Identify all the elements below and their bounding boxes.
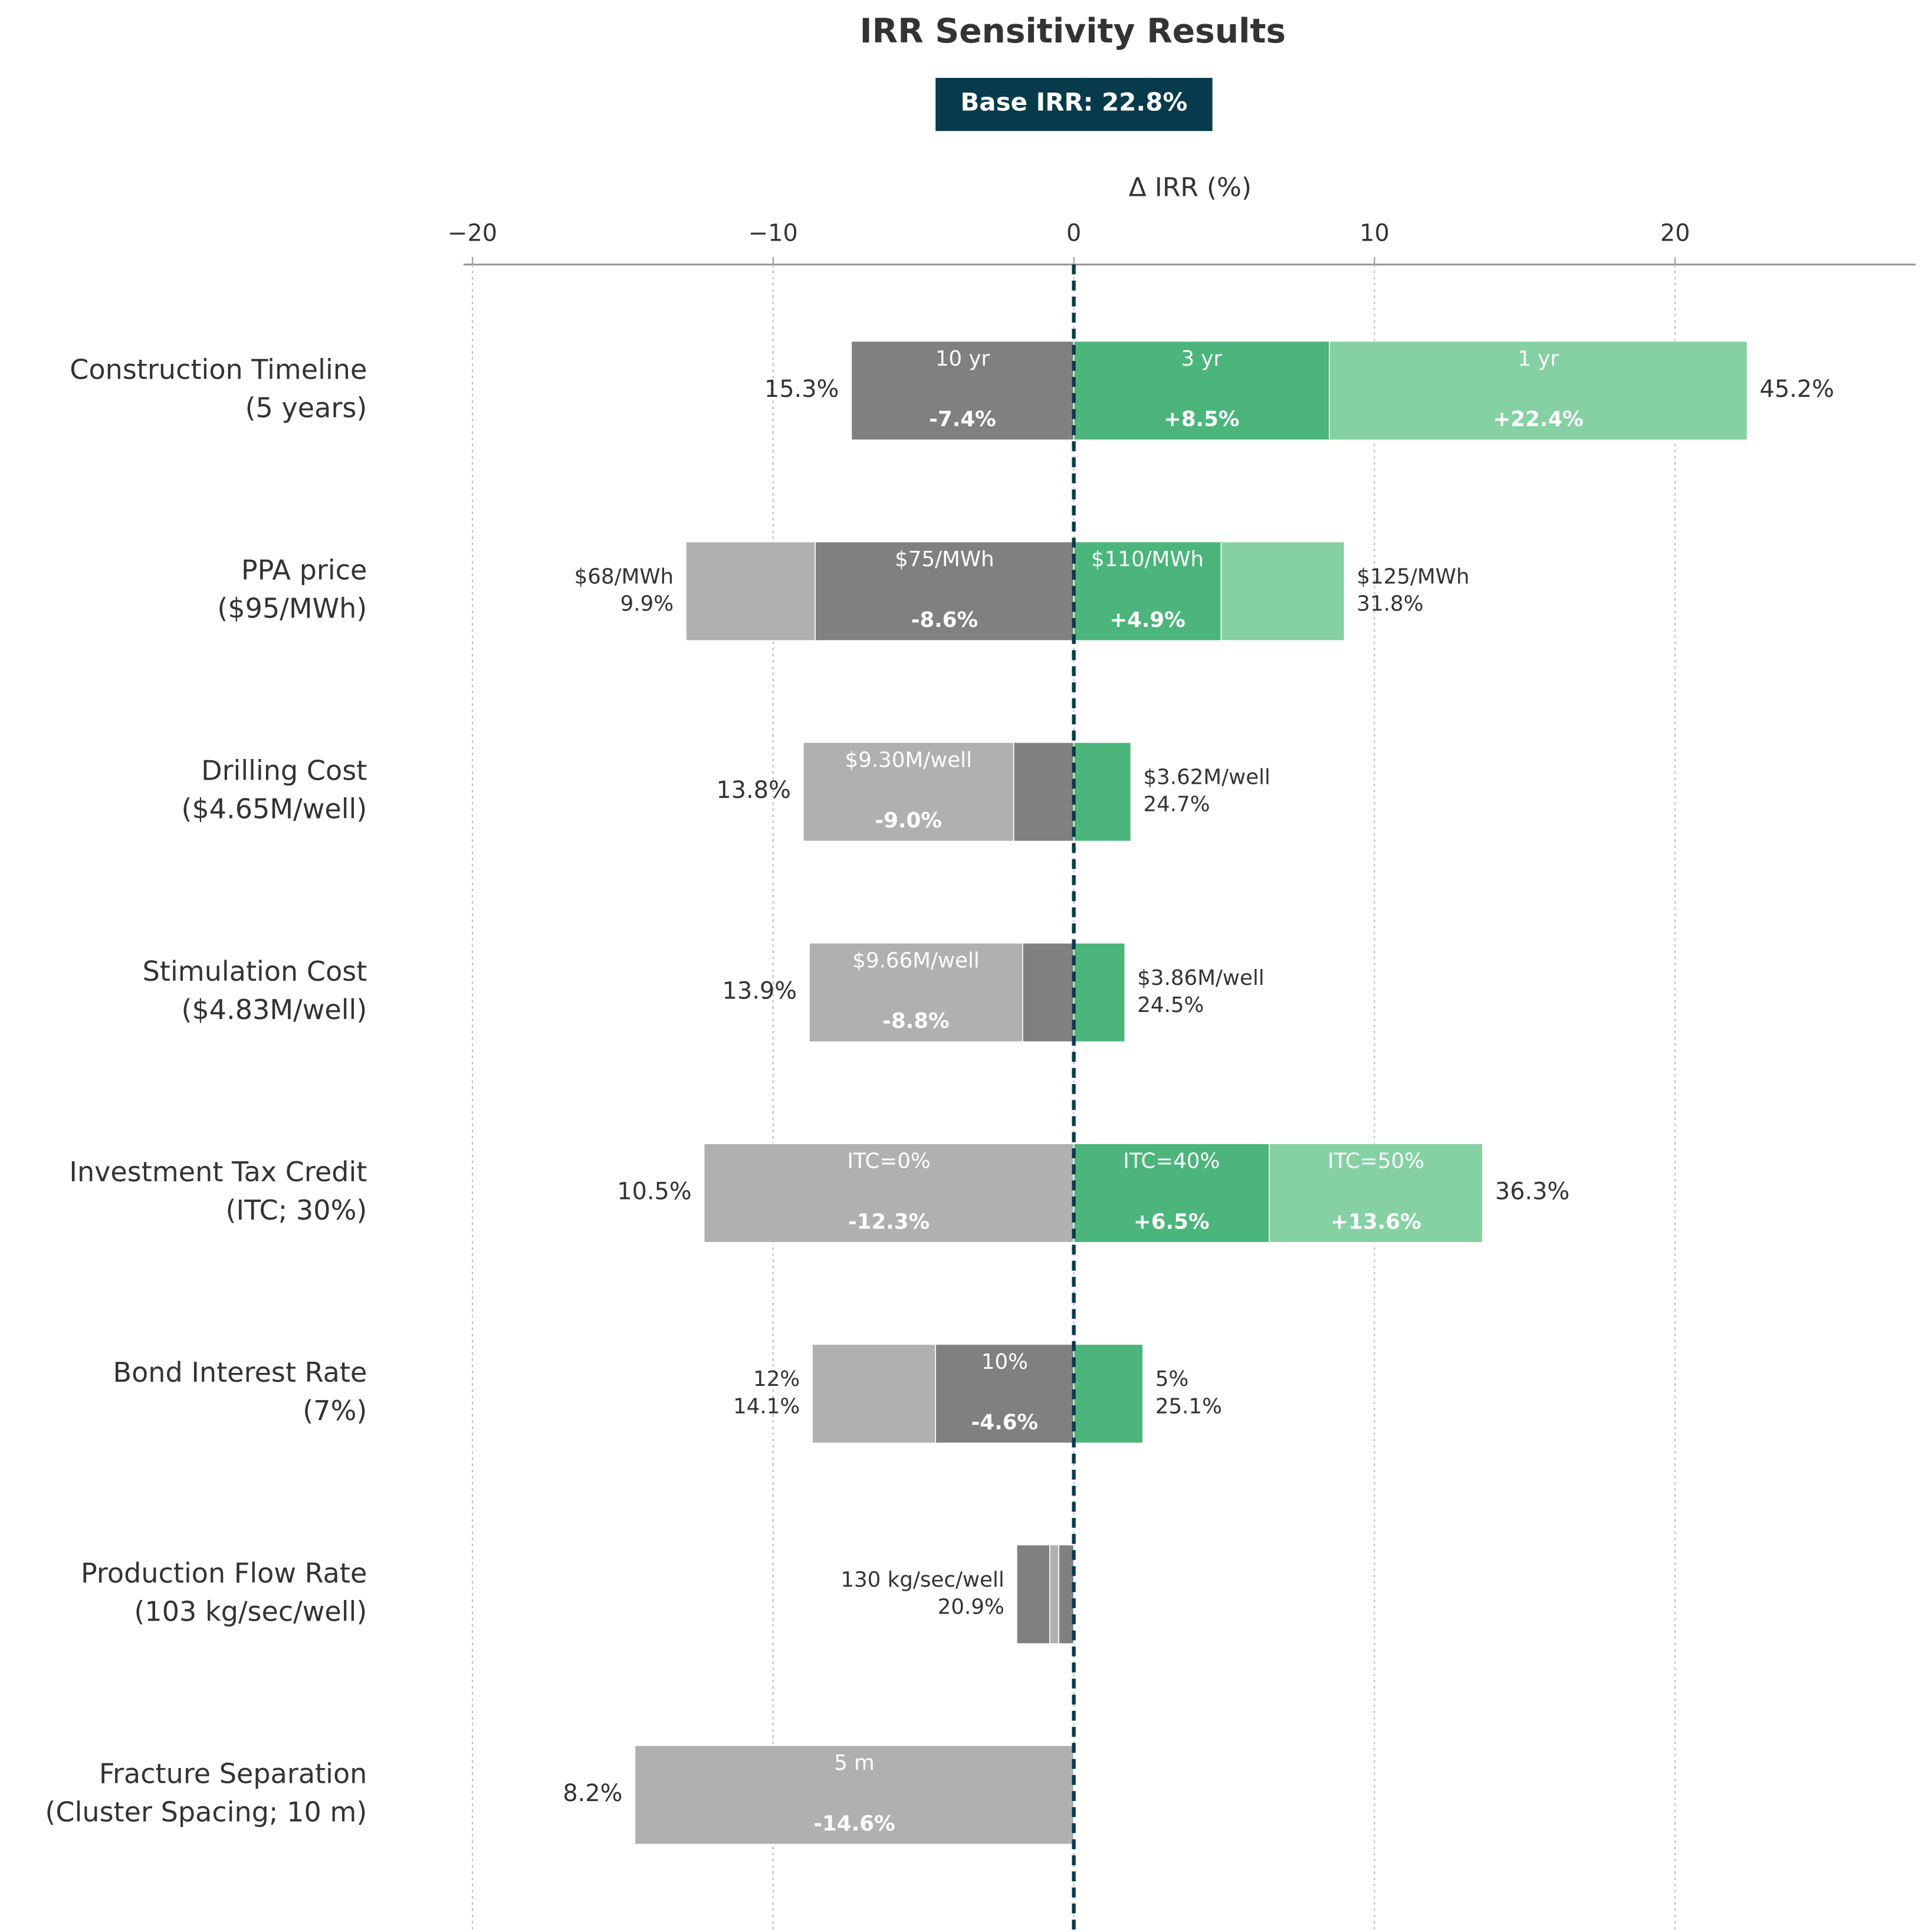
row-label: ($95/MWh) (217, 592, 367, 624)
x-tick-label: 0 (1066, 220, 1081, 247)
segment-value-label: -8.6% (911, 608, 978, 632)
segment-value-label: -14.6% (813, 1812, 895, 1836)
row-label: (Cluster Spacing; 10 m) (45, 1796, 367, 1828)
row-label: (5 years) (245, 392, 367, 423)
row-label: Bond Interest Rate (113, 1356, 367, 1388)
outer-note: 36.3% (1495, 1178, 1569, 1205)
outer-note: $125/MWh (1357, 564, 1469, 589)
chart-title: IRR Sensitivity Results (860, 12, 1286, 51)
row-label: ($4.65M/well) (181, 793, 367, 825)
bar-segment (1073, 340, 1330, 441)
segment-name: $9.30M/well (845, 748, 972, 772)
row-label: Construction Timeline (70, 353, 367, 385)
bar-segment (1022, 942, 1075, 1043)
segment-name: 10 yr (935, 347, 990, 371)
outer-note: 24.5% (1137, 993, 1204, 1017)
x-tick-label: −10 (748, 220, 798, 247)
bar-segment (1073, 942, 1126, 1043)
outer-note: 8.2% (563, 1780, 622, 1807)
segment-name: $110/MWh (1091, 547, 1204, 571)
badge-text: Base IRR: 22.8% (960, 88, 1187, 117)
segment-value-label: -12.3% (848, 1210, 929, 1234)
row-label: PPA price (241, 554, 367, 586)
bar-segment (634, 1744, 1075, 1845)
row-label: (ITC; 30%) (226, 1194, 367, 1226)
segment-name: 10% (981, 1350, 1028, 1374)
outer-note: 45.2% (1760, 376, 1834, 403)
bar-segment (1073, 1143, 1270, 1243)
segment-name: ITC=0% (847, 1149, 930, 1174)
outer-note: 20.9% (938, 1595, 1004, 1619)
x-tick-label: 10 (1359, 220, 1390, 247)
outer-note: $3.62M/well (1143, 765, 1270, 790)
bar-segment (1058, 1544, 1075, 1645)
x-tick-label: −20 (448, 220, 497, 247)
badge (935, 78, 1213, 132)
row-label: Drilling Cost (201, 755, 367, 787)
outer-note: 25.1% (1155, 1394, 1222, 1418)
segment-value-label: +8.5% (1164, 408, 1240, 432)
segment-value-label: +22.4% (1493, 408, 1584, 432)
segment-name: 3 yr (1181, 347, 1222, 371)
row-label: ($4.83M/well) (181, 994, 367, 1026)
row-label: Production Flow Rate (81, 1557, 367, 1589)
outer-note: 14.1% (733, 1394, 800, 1418)
outer-note: $68/MWh (574, 564, 674, 589)
row-label: (103 kg/sec/well) (134, 1595, 367, 1627)
x-axis-title: Δ IRR (%) (1129, 173, 1252, 203)
segment-value-label: +6.5% (1134, 1210, 1210, 1234)
segment-name: $75/MWh (895, 547, 994, 571)
row-label: Investment Tax Credit (69, 1156, 367, 1188)
outer-note: 10.5% (617, 1178, 691, 1205)
outer-note: 9.9% (620, 592, 674, 616)
bar-segment (1073, 1343, 1144, 1444)
bar-segment (703, 1143, 1075, 1243)
segment-name: ITC=50% (1328, 1149, 1424, 1174)
x-tick-label: 20 (1660, 220, 1690, 247)
row-label: Stimulation Cost (143, 955, 367, 987)
bar-segment (1013, 742, 1075, 842)
outer-note: 13.9% (722, 977, 797, 1004)
outer-note: 12% (753, 1367, 800, 1391)
segment-value-label: +13.6% (1331, 1210, 1421, 1234)
segment-value-label: +4.9% (1109, 608, 1185, 632)
segment-value-label: -9.0% (875, 809, 942, 833)
bar-segment (935, 1343, 1075, 1444)
row-label: Fracture Separation (99, 1758, 367, 1790)
outer-note: 130 kg/sec/well (841, 1568, 1004, 1592)
segment-name: 1 yr (1518, 347, 1559, 371)
outer-note: 13.8% (716, 777, 790, 804)
segment-name: 5 m (834, 1751, 875, 1775)
outer-note: 24.7% (1143, 793, 1210, 817)
outer-note: 5% (1155, 1367, 1188, 1391)
segment-name: $9.66M/well (852, 948, 979, 972)
outer-note: 15.3% (764, 376, 839, 403)
bar-segment (1073, 541, 1222, 642)
segment-value-label: -4.6% (971, 1411, 1039, 1435)
segment-value-label: -7.4% (929, 408, 996, 432)
bar-segment (814, 541, 1075, 642)
segment-name: ITC=40% (1123, 1149, 1220, 1174)
bar-segment (1073, 742, 1132, 842)
row-label: (7%) (303, 1395, 367, 1427)
outer-note: 31.8% (1357, 592, 1423, 616)
segment-value-label: -8.8% (882, 1009, 950, 1033)
outer-note: $3.86M/well (1137, 966, 1264, 990)
